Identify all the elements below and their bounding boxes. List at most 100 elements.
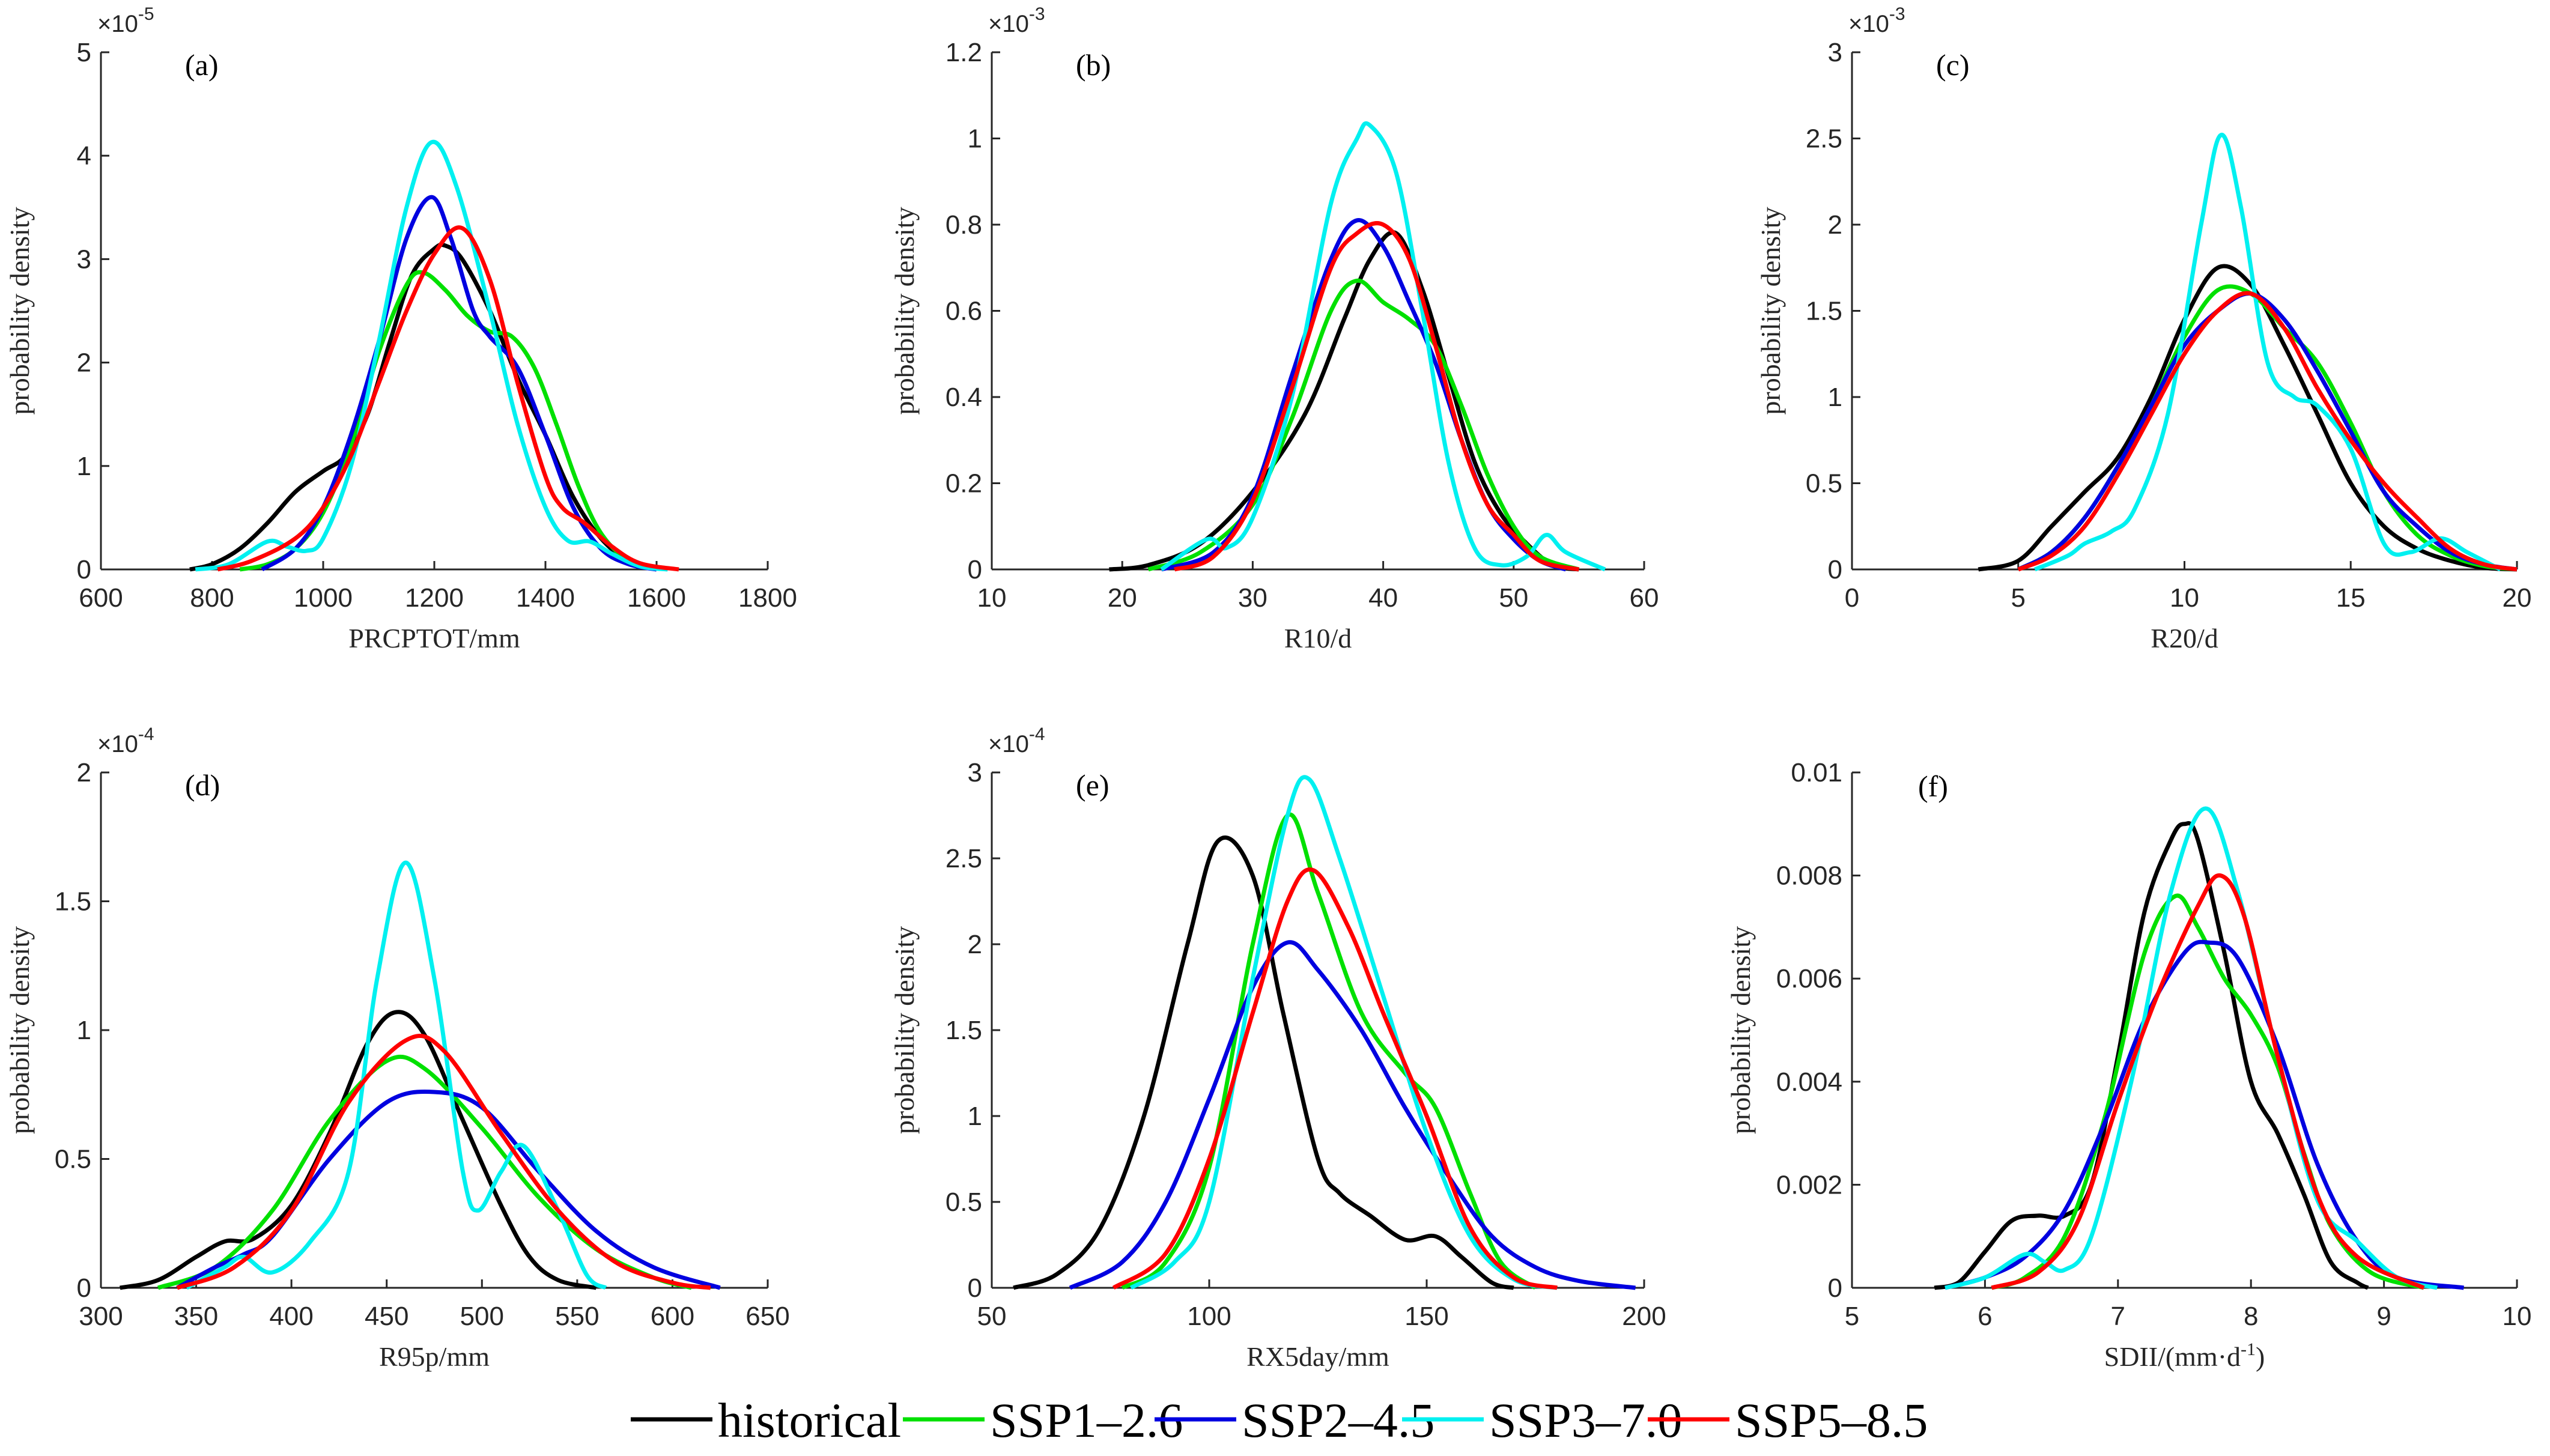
x-tick-label: 200 (1622, 1302, 1666, 1331)
y-tick-label: 1.2 (946, 38, 982, 67)
y-tick-label: 0 (1828, 1273, 1842, 1303)
series-line-SSP5–8.5 (2017, 291, 2518, 572)
y-tick-label: 0 (77, 1273, 91, 1303)
y-tick-label: 0.004 (1776, 1067, 1842, 1097)
x-tick-label: 10 (2170, 583, 2199, 613)
series-line-SSP3–7.0 (195, 139, 668, 572)
x-tick-label: 50 (977, 1302, 1007, 1331)
x-tick-label: 5 (1845, 1302, 1859, 1331)
series-line-SSP5–8.5 (1173, 221, 1580, 572)
x-tick-label: 650 (745, 1302, 789, 1331)
x-tick-label: 50 (1499, 583, 1528, 613)
y-tick-label: 0.01 (1791, 758, 1842, 787)
y-axis-label: probability density (1725, 926, 1756, 1134)
legend-item: SSP2–4.5 (1155, 1393, 1434, 1448)
series-line-SSP1–2.6 (2017, 284, 2518, 572)
panel-label: (f) (1918, 769, 1948, 803)
y-tick-label: 0.006 (1776, 964, 1842, 993)
panel-label: (a) (185, 48, 219, 82)
x-tick-label: 7 (2111, 1302, 2125, 1331)
x-tick-label: 9 (2376, 1302, 2391, 1331)
y-axis-label: probability density (889, 926, 920, 1134)
y-tick-label: 1 (1828, 383, 1842, 412)
y-exponent-value: -5 (138, 4, 154, 24)
y-exponent: ×10-4 (988, 724, 1045, 757)
x-tick-label: 600 (651, 1302, 694, 1331)
y-tick-label: 0.6 (946, 297, 982, 326)
x-tick-label: 400 (269, 1302, 313, 1331)
y-tick-label: 0.5 (1806, 469, 1842, 499)
series-line-historical (1978, 264, 2518, 572)
series-line-SSP3–7.0 (1129, 775, 1558, 1290)
y-tick-label: 5 (77, 38, 91, 67)
y-tick-label: 0 (968, 1273, 982, 1303)
x-tick-label: 550 (555, 1302, 599, 1331)
y-tick-label: 1 (968, 1102, 982, 1131)
x-tick-label: 20 (1108, 583, 1137, 613)
x-tick-label: 5 (2011, 583, 2026, 613)
x-axis-label: R20/d (2151, 623, 2218, 654)
legend-label: SSP1–2.6 (990, 1393, 1183, 1448)
series-line-SSP3–7.0 (2034, 133, 2501, 572)
x-tick-label: 350 (174, 1302, 218, 1331)
x-tick-label: 10 (977, 583, 1007, 613)
panel-label: (e) (1076, 768, 1110, 802)
y-exponent: ×10-3 (988, 4, 1045, 37)
series-line-SSP5–8.5 (217, 225, 679, 572)
y-tick-label: 3 (968, 758, 982, 787)
series-line-SSP1–2.6 (239, 270, 657, 572)
series-line-SSP5–8.5 (176, 1034, 711, 1290)
series-line-historical (1109, 230, 1579, 572)
x-tick-label: 800 (190, 583, 234, 613)
legend-item: SSP3–7.0 (1402, 1393, 1682, 1448)
y-tick-label: 2 (77, 348, 91, 378)
y-tick-label: 1 (77, 1016, 91, 1045)
x-tick-label: 100 (1187, 1302, 1231, 1331)
panel-b: 10 20 30 40 50 60 0 0.2 0.4 0.6 0.8 1 1.2×10-3 (b) R10… (889, 4, 1659, 654)
series-line-SSP5–8.5 (1112, 867, 1558, 1290)
y-exponent: ×10-5 (97, 4, 154, 37)
y-axis-label: probability density (1755, 207, 1786, 414)
panel-a: 600 800 1000 1200 1400 1600 1800 0 1 2 3 4 5×10-5 (a)… (4, 4, 797, 654)
y-tick-label: 1 (77, 452, 91, 481)
y-axis-label: probability density (4, 207, 35, 414)
series-line-SSP2–4.5 (261, 195, 657, 572)
y-tick-label: 2 (1828, 210, 1842, 240)
x-tick-label: 10 (2503, 1302, 2532, 1331)
series-line-historical (189, 242, 657, 572)
y-tick-label: 1.5 (55, 887, 91, 917)
y-tick-label: 0 (968, 555, 982, 584)
panel-c: 0 5 10 15 20 0 0.5 1 1.5 2 2.5 3×10-3 (c) R20/d probab… (1755, 4, 2531, 654)
y-tick-label: 0 (1828, 555, 1842, 584)
series-line-SSP3–7.0 (1160, 121, 1606, 572)
series-line-historical (1934, 821, 2369, 1290)
panel-e: 50 100 150 200 0 0.5 1 1.5 2 2.5 3×10-4 (e) RX5day/m… (889, 724, 1666, 1372)
panel-label: (c) (1936, 48, 1970, 82)
x-tick-label: 150 (1404, 1302, 1448, 1331)
x-tick-label: 1000 (294, 583, 353, 613)
panel-label: (d) (185, 768, 220, 802)
x-tick-label: 300 (79, 1302, 123, 1331)
x-tick-label: 1200 (405, 583, 464, 613)
y-exponent: ×10-4 (97, 724, 154, 757)
x-axis-label: R95p/mm (379, 1341, 490, 1372)
x-tick-label: 20 (2503, 583, 2532, 613)
x-tick-label: 6 (1978, 1302, 1992, 1331)
series-line-SSP2–4.5 (1944, 939, 2464, 1290)
x-tick-label: 1600 (627, 583, 686, 613)
series-line-SSP2–4.5 (2017, 291, 2518, 572)
legend-label: SSP5–8.5 (1735, 1393, 1928, 1448)
legend-item: historical (631, 1393, 901, 1448)
y-tick-label: 4 (77, 141, 91, 171)
legend-item: SSP5–8.5 (1648, 1393, 1928, 1448)
x-tick-label: 40 (1368, 583, 1398, 613)
series-line-SSP2–4.5 (176, 1089, 721, 1290)
x-axis-label: SDII/(mm·d-1) (2104, 1339, 2265, 1372)
x-tick-label: 0 (1845, 583, 1859, 613)
x-tick-label: 450 (365, 1302, 408, 1331)
y-tick-label: 3 (1828, 38, 1842, 67)
y-tick-label: 1 (968, 124, 982, 154)
y-tick-label: 2 (968, 930, 982, 959)
panel-d: 300 350 400 450 500 550 600 650 0 0.5 1 1.5 2×10-4 (d… (4, 724, 790, 1372)
